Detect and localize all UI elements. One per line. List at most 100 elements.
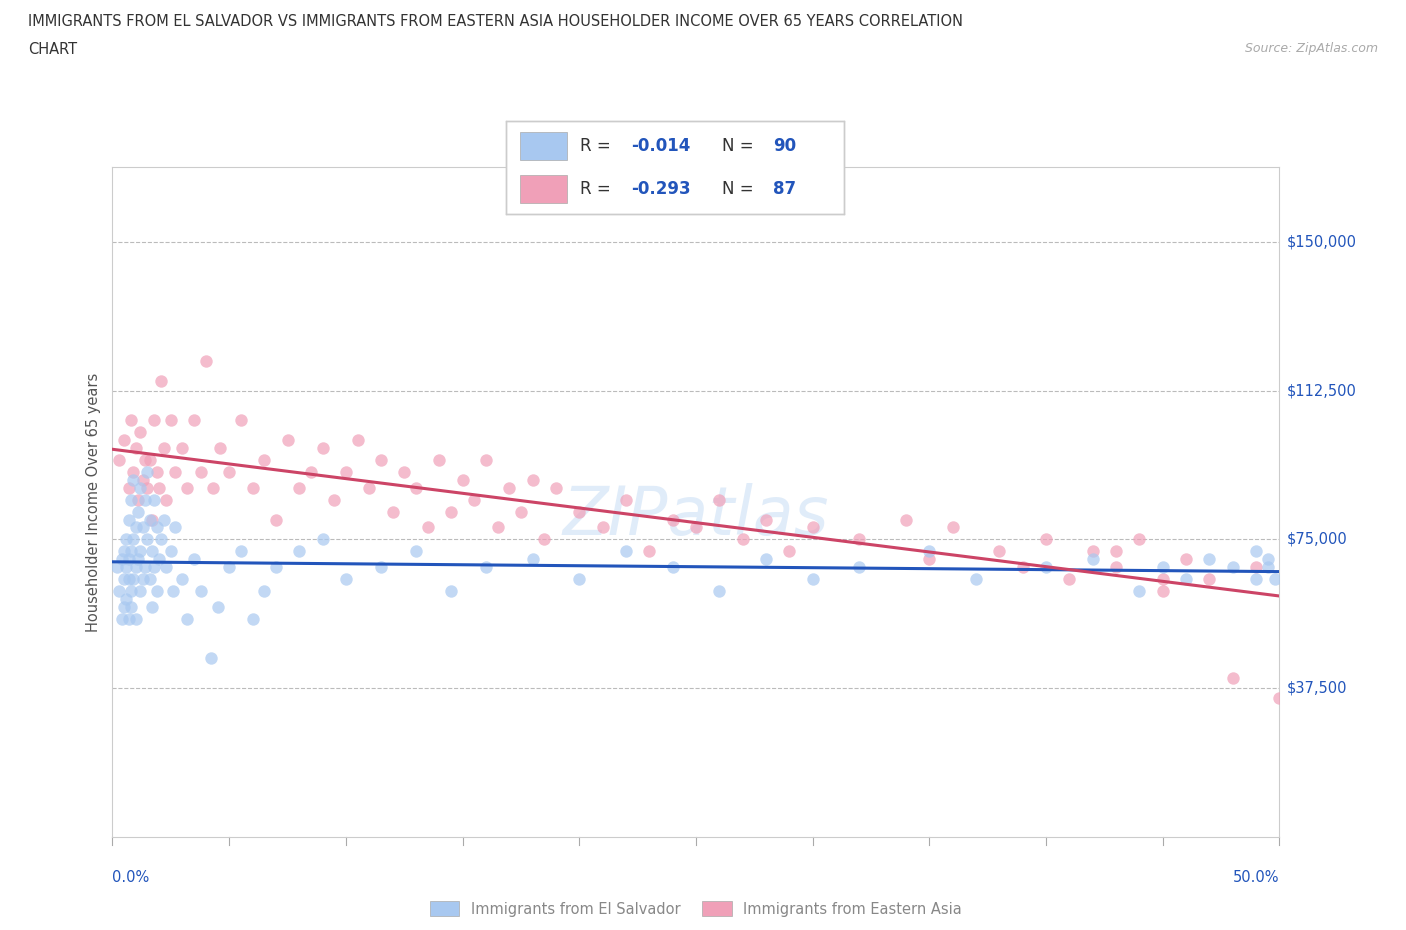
- Point: [165, 464, 187, 479]
- Point: [848, 532, 870, 547]
- Point: [276, 432, 298, 447]
- Point: [685, 520, 707, 535]
- Point: [638, 544, 661, 559]
- Point: [115, 532, 138, 547]
- Point: [755, 551, 778, 566]
- Point: [661, 512, 683, 527]
- Point: [918, 544, 941, 559]
- Point: [709, 583, 731, 598]
- Point: [359, 481, 381, 496]
- Point: [1264, 572, 1286, 587]
- Point: [1035, 560, 1057, 575]
- Point: [299, 464, 322, 479]
- Text: 0.0%: 0.0%: [112, 870, 149, 884]
- Point: [122, 532, 145, 547]
- Text: N =: N =: [723, 137, 759, 155]
- Point: [392, 464, 416, 479]
- Point: [335, 464, 357, 479]
- Point: [592, 520, 614, 535]
- Point: [120, 413, 142, 428]
- Point: [311, 441, 333, 456]
- Point: [475, 560, 498, 575]
- Point: [1198, 551, 1220, 566]
- Point: [190, 464, 212, 479]
- Text: 90: 90: [773, 137, 796, 155]
- Point: [105, 560, 128, 575]
- Point: [155, 560, 177, 575]
- Point: [172, 572, 194, 587]
- Bar: [520, 175, 567, 203]
- Point: [153, 441, 176, 456]
- Point: [568, 504, 591, 519]
- Text: -0.014: -0.014: [631, 137, 690, 155]
- Y-axis label: Householder Income Over 65 years: Householder Income Over 65 years: [86, 373, 101, 631]
- Point: [451, 472, 474, 487]
- Point: [1244, 560, 1267, 575]
- Point: [125, 611, 148, 626]
- Point: [405, 544, 427, 559]
- Point: [136, 481, 159, 496]
- Bar: [520, 132, 567, 160]
- Point: [129, 583, 152, 598]
- Point: [141, 600, 163, 615]
- Point: [112, 600, 135, 615]
- Point: [150, 373, 173, 388]
- Point: [288, 481, 311, 496]
- Point: [253, 453, 276, 468]
- Point: [136, 464, 159, 479]
- Point: [155, 492, 177, 507]
- Text: R =: R =: [581, 179, 616, 198]
- Point: [416, 520, 439, 535]
- Point: [229, 413, 252, 428]
- Point: [112, 544, 135, 559]
- Point: [242, 611, 264, 626]
- Point: [162, 583, 184, 598]
- Point: [122, 572, 145, 587]
- Point: [1268, 691, 1291, 706]
- Point: [1152, 560, 1174, 575]
- Text: CHART: CHART: [28, 42, 77, 57]
- Point: [498, 481, 520, 496]
- Point: [139, 572, 162, 587]
- Text: -0.293: -0.293: [631, 179, 690, 198]
- Point: [381, 504, 404, 519]
- Point: [120, 544, 142, 559]
- Point: [143, 413, 166, 428]
- Point: [139, 512, 162, 527]
- Point: [141, 544, 163, 559]
- Point: [544, 481, 567, 496]
- Point: [709, 492, 731, 507]
- Point: [118, 611, 141, 626]
- Point: [143, 560, 166, 575]
- Point: [139, 453, 162, 468]
- Point: [1105, 560, 1128, 575]
- Point: [127, 492, 149, 507]
- Point: [614, 492, 637, 507]
- Point: [125, 441, 148, 456]
- Point: [118, 512, 141, 527]
- Point: [1257, 551, 1279, 566]
- Text: 50.0%: 50.0%: [1233, 870, 1279, 884]
- Point: [201, 481, 224, 496]
- Point: [778, 544, 800, 559]
- Point: [129, 425, 152, 440]
- Point: [183, 413, 205, 428]
- Point: [129, 544, 152, 559]
- Text: IMMIGRANTS FROM EL SALVADOR VS IMMIGRANTS FROM EASTERN ASIA HOUSEHOLDER INCOME O: IMMIGRANTS FROM EL SALVADOR VS IMMIGRANT…: [28, 14, 963, 29]
- Point: [1035, 532, 1057, 547]
- Point: [120, 583, 142, 598]
- Point: [143, 492, 166, 507]
- Point: [848, 560, 870, 575]
- Point: [894, 512, 917, 527]
- Point: [132, 472, 155, 487]
- Point: [440, 583, 463, 598]
- Point: [125, 520, 148, 535]
- Text: Source: ZipAtlas.com: Source: ZipAtlas.com: [1244, 42, 1378, 55]
- Point: [176, 481, 198, 496]
- Point: [218, 560, 240, 575]
- Point: [129, 481, 152, 496]
- Point: [568, 572, 591, 587]
- Point: [208, 441, 231, 456]
- Text: $150,000: $150,000: [1286, 234, 1357, 249]
- Point: [1081, 544, 1104, 559]
